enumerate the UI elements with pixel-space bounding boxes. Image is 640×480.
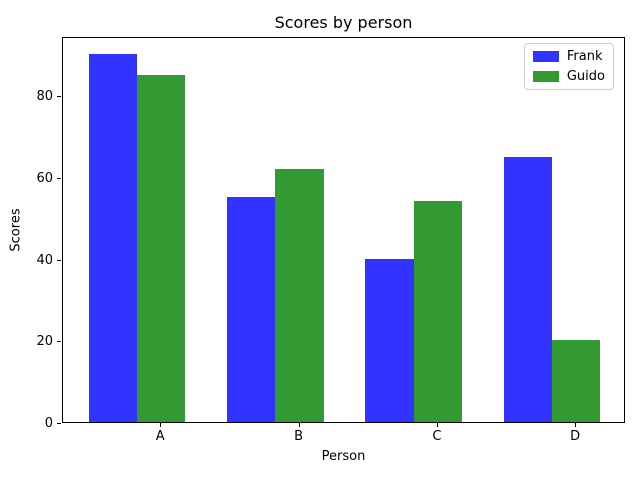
- y-tick-mark-20: [57, 341, 61, 343]
- bar-guido-a: [137, 74, 186, 422]
- x-tick-label-a: A: [155, 429, 165, 444]
- bar-frank-b: [226, 197, 276, 422]
- y-tick-mark-60: [57, 177, 61, 179]
- y-tick-label-40: 40: [36, 252, 53, 268]
- x-tick-mark-d: [575, 423, 577, 427]
- legend-entry-guido: Guido: [532, 69, 605, 84]
- legend-label-frank: Frank: [566, 49, 603, 64]
- bar-frank-c: [365, 258, 414, 422]
- legend-label-guido: Guido: [566, 69, 605, 84]
- legend-swatch-frank: [532, 51, 559, 62]
- x-tick-label-b: B: [294, 429, 303, 444]
- x-tick-mark-a: [160, 423, 162, 427]
- y-tick-mark-0: [57, 423, 61, 424]
- bar-frank-d: [503, 156, 552, 422]
- x-tick-mark-c: [436, 423, 438, 427]
- y-axis-label: Scores: [8, 208, 24, 252]
- plot-area: Frank Guido: [62, 37, 625, 423]
- y-tick-label-0: 0: [44, 416, 53, 431]
- y-tick-label-20: 20: [36, 334, 53, 350]
- x-tick-mark-b: [298, 423, 300, 427]
- chart-title: Scores by person: [274, 13, 413, 32]
- x-tick-label-c: C: [432, 429, 442, 444]
- x-tick-label-d: D: [570, 429, 581, 444]
- bar-guido-d: [551, 340, 601, 422]
- legend: Frank Guido: [523, 43, 614, 90]
- legend-entry-frank: Frank: [532, 49, 605, 64]
- y-tick-mark-40: [57, 259, 61, 261]
- y-tick-label-80: 80: [36, 89, 53, 105]
- bar-frank-a: [88, 54, 137, 422]
- x-axis-label: Person: [321, 449, 366, 464]
- y-tick-label-60: 60: [36, 170, 53, 186]
- bar-guido-b: [275, 168, 324, 422]
- bar-guido-c: [413, 201, 463, 422]
- y-tick-mark-80: [57, 96, 61, 98]
- legend-swatch-guido: [532, 71, 559, 82]
